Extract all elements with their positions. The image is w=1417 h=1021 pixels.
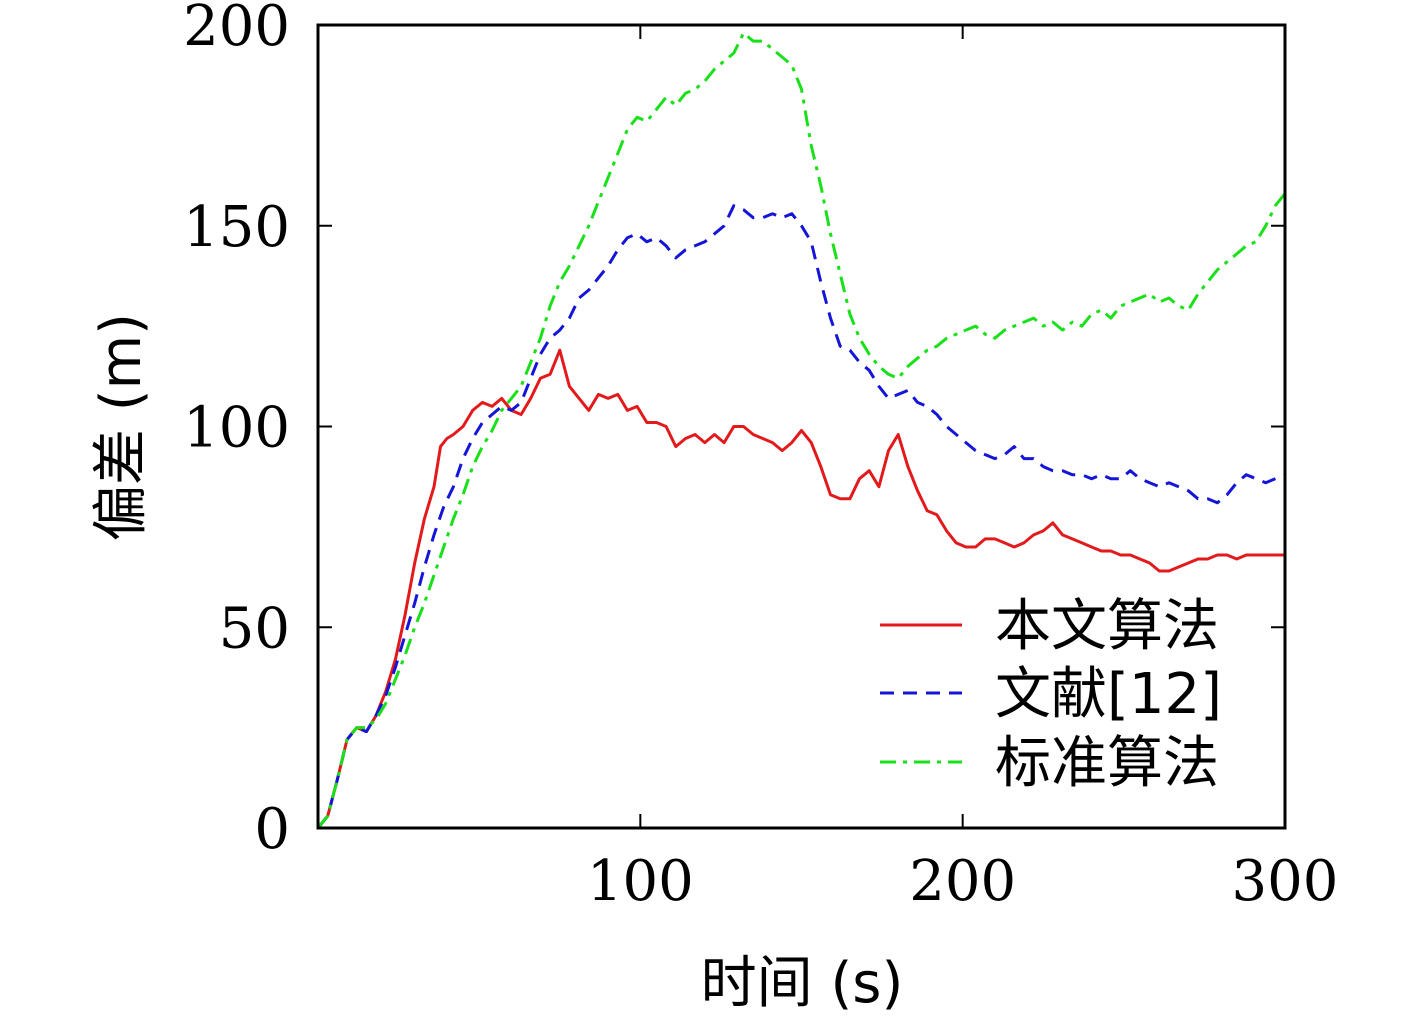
y-tick-label: 0	[254, 797, 290, 862]
y-axis: 0 50 100 150 200	[183, 0, 1285, 862]
x-tick-label: 300	[1232, 849, 1339, 914]
y-tick-label: 50	[219, 596, 290, 661]
x-axis: 100 200 300	[587, 25, 1339, 914]
x-tick-label: 200	[909, 849, 1016, 914]
legend-label-2: 文献[12]	[995, 662, 1222, 727]
plot-lines	[316, 31, 1287, 829]
legend-label-3: 标准算法	[995, 731, 1219, 796]
x-tick-label: 100	[587, 849, 694, 914]
series-line-2	[316, 204, 1286, 829]
y-tick-label: 150	[183, 195, 290, 260]
series-line-1	[316, 348, 1285, 829]
legend-label-1: 本文算法	[995, 594, 1219, 659]
x-axis-label: 时间 (s)	[701, 951, 904, 1016]
y-axis-label: 偏差 (m)	[89, 313, 154, 541]
series-line-3	[316, 31, 1287, 829]
y-tick-label: 100	[183, 396, 290, 461]
y-tick-label: 200	[183, 0, 290, 59]
